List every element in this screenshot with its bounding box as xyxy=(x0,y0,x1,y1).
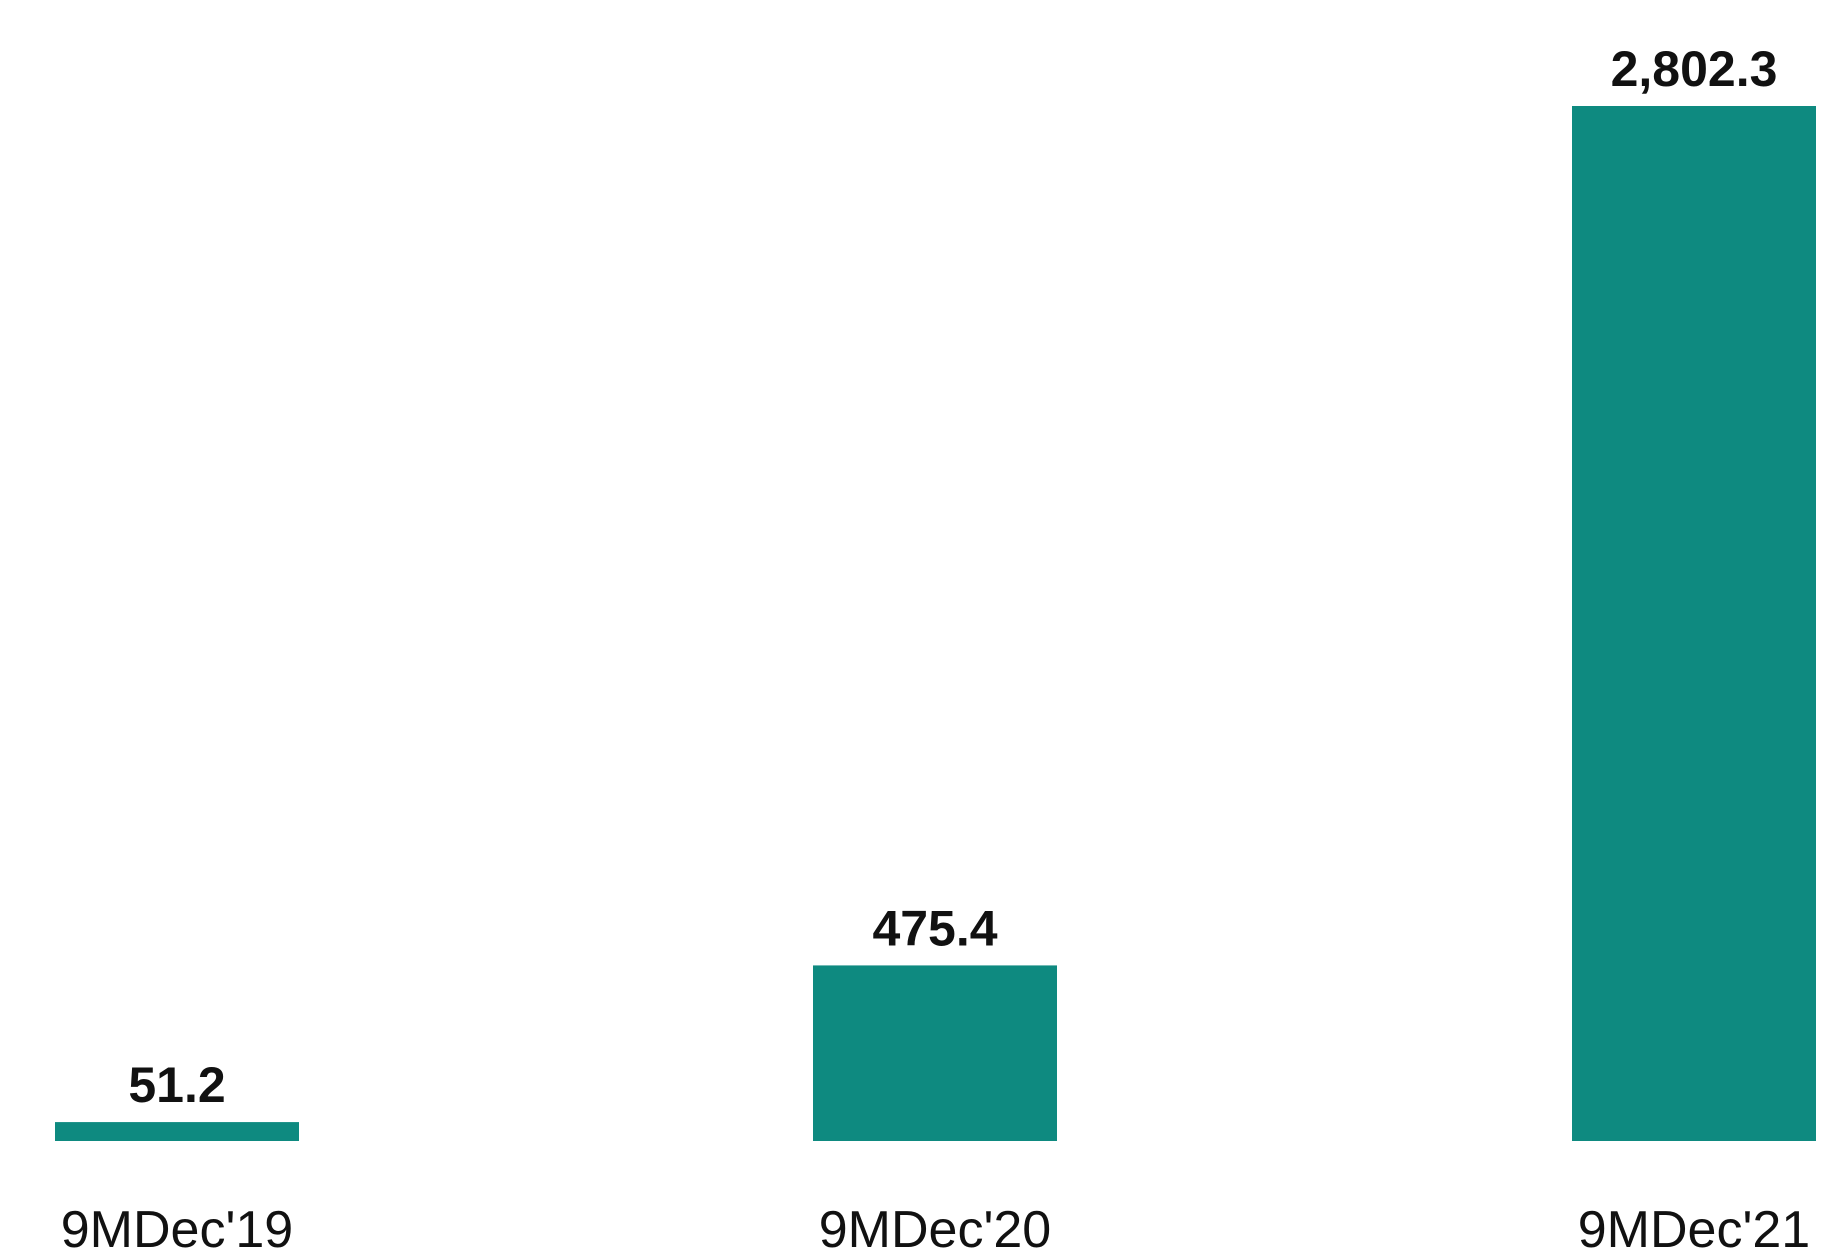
bar-1 xyxy=(55,1122,299,1141)
bar-3 xyxy=(1572,106,1816,1141)
category-label-1: 9MDec'19 xyxy=(61,1201,293,1251)
value-labels-layer: 51.2 475.4 2,802.3 xyxy=(128,41,1777,1113)
bars-layer xyxy=(55,106,1816,1141)
data-label-2: 475.4 xyxy=(872,900,997,956)
category-label-2: 9MDec'20 xyxy=(819,1201,1051,1251)
category-label-3: 9MDec'21 xyxy=(1578,1201,1810,1251)
category-labels-layer: 9MDec'19 9MDec'20 9MDec'21 xyxy=(61,1201,1810,1256)
data-label-1: 51.2 xyxy=(128,1057,225,1113)
bar-2 xyxy=(813,965,1057,1141)
data-label-3: 2,802.3 xyxy=(1611,41,1778,97)
